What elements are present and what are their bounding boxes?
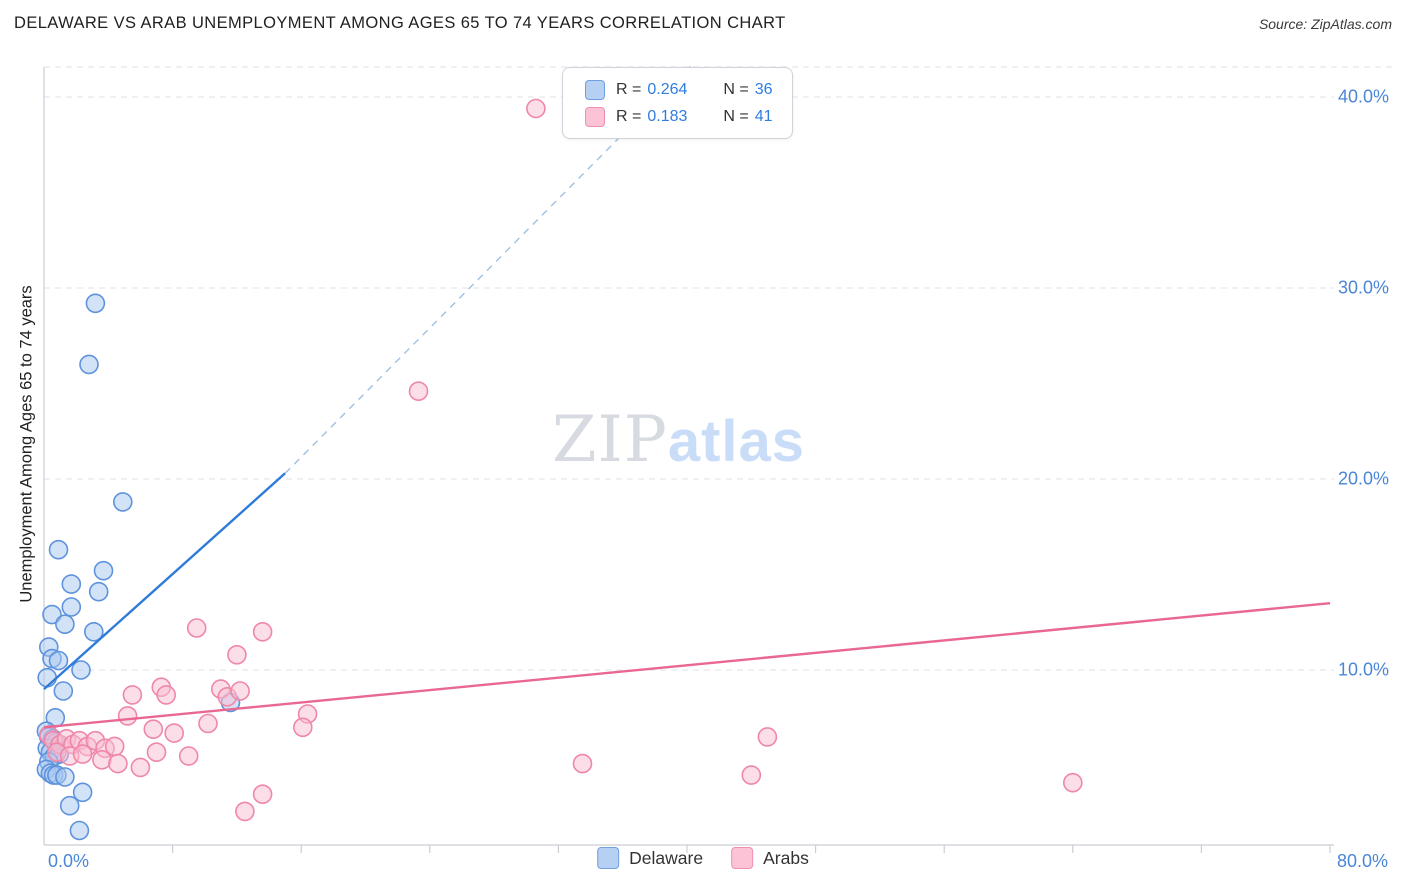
delaware-point [79, 354, 99, 375]
delaware-point [69, 820, 90, 841]
delaware-trend-extension-dashed [284, 65, 691, 474]
arabs-point [122, 685, 143, 705]
delaware-point [55, 767, 75, 787]
delaware-point [93, 560, 114, 581]
arabs-point [230, 681, 250, 701]
arabs-point [186, 618, 207, 638]
arabs-point [252, 784, 273, 805]
legend-row-arabs: R = 0.183 N = 41 [585, 103, 772, 130]
delaware-trend-line [43, 472, 286, 691]
watermark-atlas: atlas [667, 409, 806, 474]
delaware-point [37, 667, 58, 688]
n-value: 41 [754, 107, 773, 125]
delaware-point [72, 782, 93, 803]
delaware-point [61, 574, 82, 594]
arabs-swatch [731, 847, 754, 869]
x-axis-min-label: 0.0% [48, 851, 90, 871]
arabs-point [146, 742, 167, 763]
legend-box: R = 0.264 N = 36 R = 0.183 N = 41 [562, 67, 794, 139]
legend-item-arabs: Arabs [731, 847, 809, 869]
delaware-point [85, 293, 106, 314]
delaware-point [84, 621, 104, 642]
r-value: 0.183 [647, 107, 688, 125]
arabs-point [757, 727, 778, 747]
watermark-zip: ZIP [552, 403, 668, 477]
delaware-swatch [597, 847, 620, 869]
delaware-swatch [585, 79, 605, 100]
delaware-point [71, 660, 91, 680]
arabs-point [252, 621, 273, 642]
arabs-point [108, 753, 128, 774]
r-label: R = [616, 107, 642, 125]
y-axis-tick-label: 30.0% [1338, 277, 1390, 298]
r-label: R = [616, 80, 642, 98]
watermark: ZIPatlas [552, 408, 805, 472]
arabs-point [227, 644, 247, 665]
arabs-point [526, 98, 546, 119]
arabs-trend-line [43, 601, 1331, 729]
arabs-point [92, 749, 112, 770]
delaware-point [61, 597, 82, 617]
arabs-swatch [585, 106, 605, 127]
y-axis-tick-label: 10.0% [1338, 659, 1390, 680]
delaware-point [113, 492, 133, 512]
delaware-point [48, 539, 69, 560]
arabs-point [408, 381, 429, 402]
legend-item-delaware: Delaware [597, 847, 703, 869]
x-axis-max-label: 80.0% [1337, 851, 1389, 871]
arabs-point [1063, 772, 1083, 793]
arabs-point [178, 746, 199, 766]
y-axis-tick-label: 40.0% [1338, 86, 1390, 107]
arabs-point [156, 685, 176, 705]
arabs-point [143, 719, 164, 740]
delaware-point [55, 614, 75, 635]
delaware-point [88, 581, 109, 602]
arabs-point [164, 723, 184, 743]
arabs-point [741, 765, 762, 785]
legend-label-arabs: Arabs [763, 847, 809, 868]
n-value: 36 [754, 80, 773, 98]
r-value: 0.264 [647, 80, 688, 98]
arabs-point [198, 713, 218, 734]
arabs-point [292, 717, 313, 738]
arabs-point [235, 801, 255, 822]
bottom-legend: Delaware Arabs [597, 847, 809, 869]
n-label: N = [723, 107, 749, 125]
arabs-point [72, 744, 93, 764]
delaware-point [42, 604, 62, 625]
legend-label-delaware: Delaware [629, 847, 704, 868]
legend-row-delaware: R = 0.264 N = 36 [585, 76, 772, 103]
delaware-point [53, 681, 74, 701]
delaware-point [48, 650, 69, 671]
n-label: N = [723, 80, 749, 98]
source-label: Source: ZipAtlas.com [1258, 16, 1392, 32]
delaware-point [59, 795, 80, 816]
arabs-point [130, 757, 151, 778]
arabs-point [572, 753, 593, 774]
y-axis-tick-label: 20.0% [1338, 468, 1390, 489]
page-title: DELAWARE VS ARAB UNEMPLOYMENT AMONG AGES… [14, 14, 786, 32]
arabs-point [117, 706, 138, 726]
